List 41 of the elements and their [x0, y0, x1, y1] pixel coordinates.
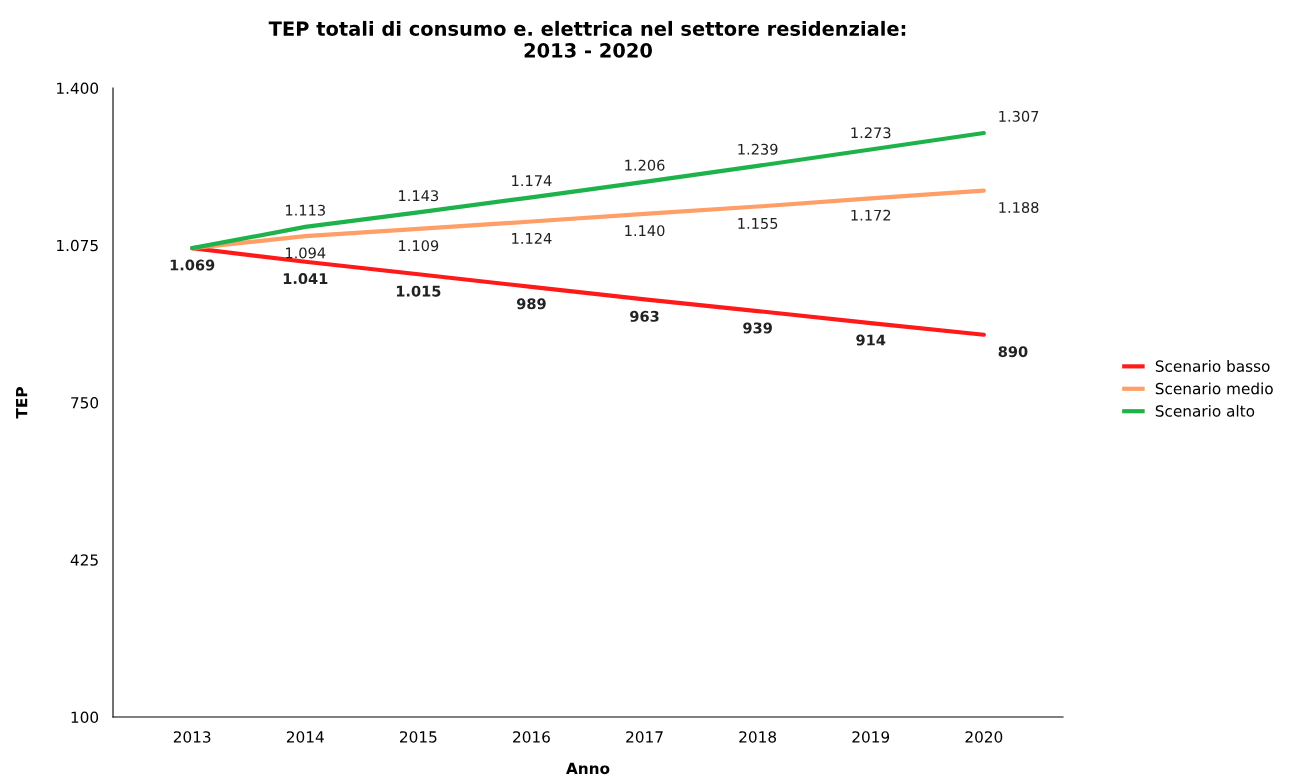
y-tick-label: 425: [70, 554, 98, 566]
data-label: 1.174: [512, 175, 552, 186]
data-label: 1.069: [170, 259, 215, 271]
data-label: 1.188: [999, 201, 1039, 213]
legend-label: Scenario basso: [1155, 360, 1270, 372]
y-tick-label: 1.075: [57, 239, 98, 252]
data-label: 1.206: [625, 159, 665, 171]
data-label: 1.143: [399, 190, 439, 202]
data-label: 939: [743, 322, 772, 334]
data-label: 1.307: [999, 110, 1039, 122]
x-axis-title: Anno: [566, 762, 610, 775]
data-label: 1.172: [851, 209, 891, 221]
x-tick-label: 2020: [965, 731, 1003, 743]
data-label: 1.094: [285, 247, 326, 259]
data-label: 1.041: [283, 273, 328, 285]
x-tick-label: 2016: [513, 731, 550, 743]
x-tick-label: 2018: [739, 731, 777, 743]
data-label: 1.155: [738, 218, 778, 229]
data-label: 1.015: [396, 285, 441, 297]
data-label: 1.239: [738, 143, 778, 155]
x-tick-label: 2014: [286, 731, 324, 743]
data-label: 1.273: [851, 127, 891, 139]
data-label: 989: [516, 298, 546, 310]
data-label: 914: [856, 334, 886, 346]
x-tick-label: 2017: [626, 731, 663, 743]
x-tick-label: 2019: [852, 731, 890, 743]
data-label: 890: [998, 346, 1028, 358]
y-tick-label: 750: [71, 396, 99, 409]
y-tick-label: 1.400: [57, 82, 99, 95]
x-tick-label: 2013: [173, 731, 211, 743]
data-label: 1.109: [399, 240, 439, 252]
legend-label: Scenario medio: [1155, 382, 1273, 395]
data-label: 1.140: [625, 225, 665, 237]
legend-label: Scenario alto: [1155, 404, 1255, 417]
data-label: 1.124: [512, 232, 552, 244]
chart-title: TEP totali di consumo e. elettrica nel settore residenziale: 2013 - 2020: [268, 20, 906, 58]
x-tick-label: 2015: [400, 731, 437, 743]
data-label: 1.113: [285, 204, 325, 216]
data-label: 963: [630, 310, 659, 322]
y-axis-title: TEP: [16, 387, 28, 419]
y-tick-label: 100: [71, 711, 99, 724]
